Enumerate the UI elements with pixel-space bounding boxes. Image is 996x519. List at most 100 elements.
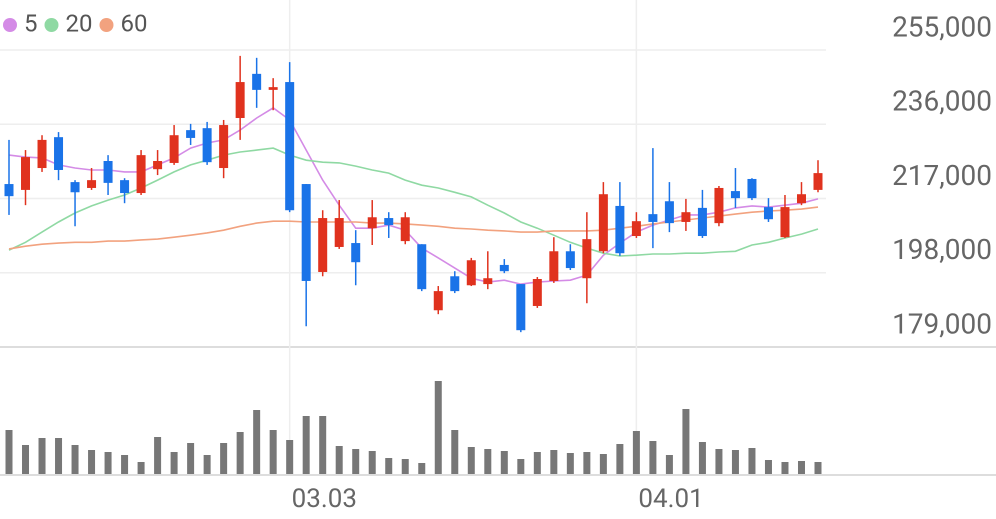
volume-bar	[632, 431, 640, 474]
candle-body	[417, 244, 427, 290]
candle-body	[565, 251, 575, 269]
volume-bar	[55, 438, 63, 474]
candle-body	[136, 155, 146, 194]
volume-bar	[352, 449, 360, 474]
y-tick-label: 217,000	[892, 159, 992, 192]
volume-bar	[781, 462, 789, 474]
candle-body	[450, 276, 460, 292]
y-tick-label: 179,000	[892, 307, 992, 340]
volume-bar	[550, 450, 558, 474]
volume-bar	[286, 440, 294, 474]
x-tick-label: 04.01	[638, 484, 703, 514]
candle-body	[367, 217, 377, 229]
volume-bar	[236, 432, 244, 474]
volume-bar	[665, 455, 673, 474]
candle-body	[648, 214, 658, 222]
y-tick-label: 198,000	[892, 233, 992, 266]
volume-bar	[170, 452, 178, 474]
candle-body	[780, 207, 790, 238]
legend-dot	[44, 18, 59, 32]
candle-body	[202, 128, 212, 163]
volume-bar	[71, 445, 79, 474]
legend-label: 60	[120, 9, 147, 37]
candle-body	[681, 212, 691, 222]
volume-bar	[467, 447, 475, 474]
volume-bar	[203, 455, 211, 474]
candle-body	[747, 178, 757, 199]
volume-bar	[335, 446, 343, 474]
legend-label: 5	[24, 9, 38, 37]
volume-bar	[88, 450, 96, 474]
x-tick-label: 03.03	[292, 484, 357, 514]
candle-body	[186, 130, 196, 138]
candle-body	[268, 87, 278, 90]
candle-body	[483, 278, 493, 285]
ma-line	[8, 106, 819, 285]
volume-bar	[401, 459, 409, 474]
candle-body	[4, 184, 14, 197]
legend-dot	[3, 18, 17, 32]
candle-body	[219, 125, 229, 169]
legend-label: 20	[66, 9, 93, 37]
volume-bar	[517, 459, 525, 474]
volume-bar	[500, 451, 508, 474]
candle-body	[499, 264, 509, 272]
volume-bar	[38, 438, 46, 474]
y-tick-label: 255,000	[892, 10, 992, 43]
candle-body	[334, 218, 344, 247]
candle-body	[235, 82, 245, 119]
volume-bar	[451, 430, 459, 474]
volume-bar	[748, 448, 756, 474]
candle-body	[87, 180, 97, 188]
candle-body	[54, 137, 64, 170]
volume-bar	[731, 450, 739, 474]
candle-body	[763, 207, 773, 220]
candle-body	[549, 251, 559, 281]
volume-bar	[715, 449, 723, 474]
volume-bar	[253, 410, 261, 474]
candle-body	[631, 221, 641, 237]
volume-bar	[616, 444, 624, 474]
candle-body	[813, 173, 823, 190]
candle-body	[433, 291, 443, 311]
candle-body	[252, 73, 262, 90]
candle-body	[120, 180, 130, 194]
candle-body	[21, 157, 31, 190]
candle-body	[697, 207, 707, 237]
y-tick-label: 236,000	[892, 85, 992, 118]
candle-body	[730, 191, 740, 199]
volume-bar	[302, 416, 310, 474]
volume-bar	[814, 462, 822, 474]
candle-body	[318, 218, 328, 272]
candle-body	[400, 217, 410, 242]
volume-bar	[269, 430, 277, 474]
volume-bar	[533, 452, 541, 474]
candle-body	[598, 194, 608, 252]
volume-bar	[187, 443, 195, 474]
volume-bar	[319, 416, 327, 474]
volume-bar	[682, 409, 690, 474]
volume-bar	[22, 445, 30, 474]
candle-body	[516, 284, 526, 331]
volume-bar	[566, 453, 574, 474]
volume-bar	[583, 452, 591, 474]
volume-bar	[484, 449, 492, 474]
candle-body	[714, 187, 724, 224]
candle-body	[466, 260, 476, 286]
volume-bar	[220, 443, 228, 474]
candle-body	[532, 279, 542, 306]
candle-body	[169, 135, 179, 163]
candle-body	[301, 184, 311, 281]
volume-bar	[698, 442, 706, 474]
candle-body	[796, 194, 806, 204]
candle-body	[70, 182, 80, 193]
candle-body	[384, 218, 394, 226]
volume-bar	[385, 458, 393, 474]
volume-bar	[5, 430, 13, 474]
candle-body	[37, 139, 47, 169]
candle-body	[103, 160, 113, 183]
volume-bar	[121, 455, 129, 474]
volume-bar	[368, 451, 376, 474]
candle-body	[615, 205, 625, 254]
